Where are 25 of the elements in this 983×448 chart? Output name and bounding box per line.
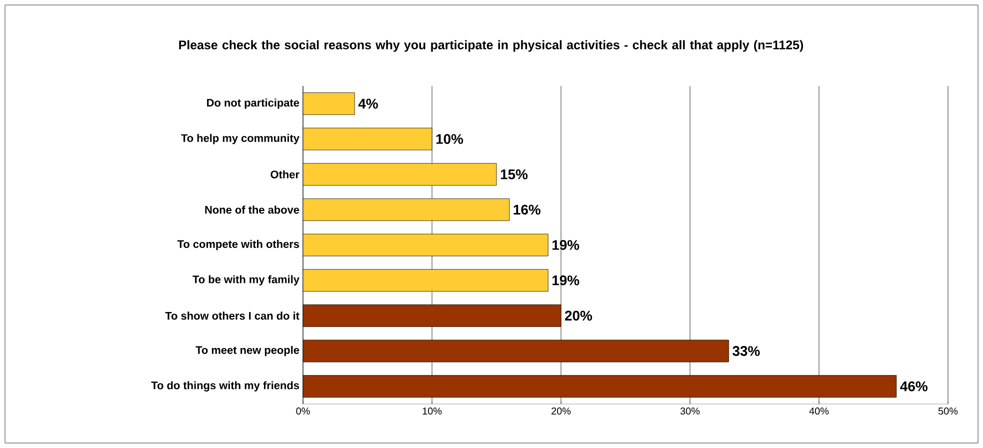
y-tick-label: To be with my family: [192, 275, 300, 286]
y-tick-label: To do things with my friends: [151, 381, 300, 392]
data-label: 46%: [900, 381, 928, 392]
data-label: 20%: [565, 310, 592, 321]
x-tick-label: 10%: [422, 408, 442, 415]
data-label: 19%: [552, 275, 580, 286]
x-tick-label: 0%: [296, 408, 310, 415]
x-tick-label: 40%: [809, 408, 829, 415]
data-label: 33%: [732, 346, 760, 356]
x-tick-label: 50%: [938, 408, 958, 415]
x-tick-label: 30%: [680, 408, 700, 415]
chart-title: Please check the social reasons why you participate in physical activities - check all that apply (n=1125): [179, 40, 804, 52]
y-tick-label: To show others I can do it: [165, 312, 300, 320]
data-label: 19%: [552, 240, 580, 250]
data-label: 10%: [436, 134, 464, 144]
data-label: 16%: [514, 204, 540, 215]
y-tick-label: Other: [270, 170, 300, 178]
y-tick-label: To meet new people: [196, 346, 300, 356]
y-tick-label: To help my community: [181, 134, 300, 144]
y-tick-label: None of the above: [205, 206, 300, 214]
x-tick-label: 20%: [552, 408, 571, 415]
data-label: 15%: [500, 169, 528, 180]
y-tick-label: Do not participate: [207, 98, 300, 109]
data-label: 4%: [358, 98, 378, 109]
y-tick-label: To compete with others: [177, 240, 300, 250]
